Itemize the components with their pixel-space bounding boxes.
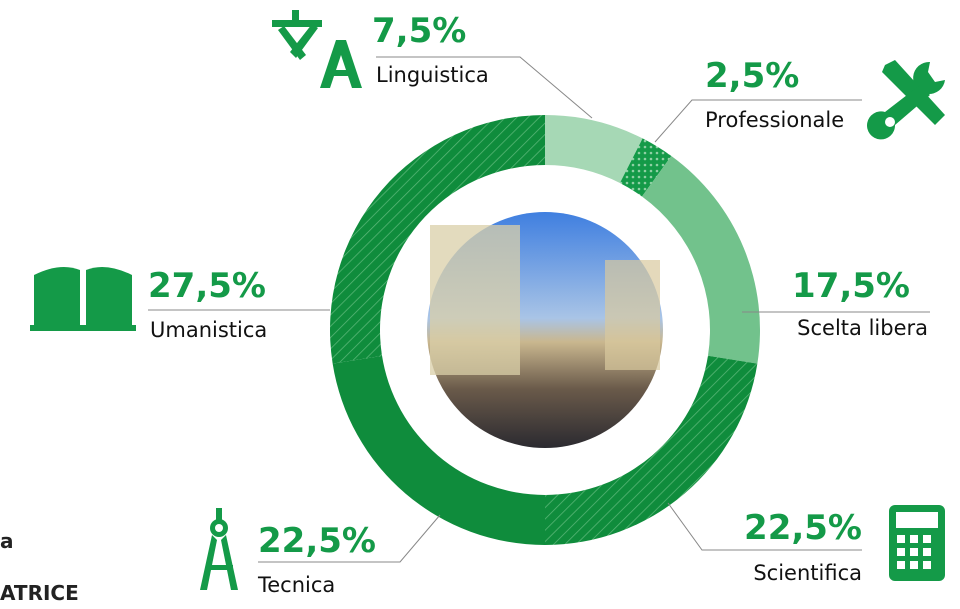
category-label: Umanistica bbox=[150, 318, 267, 342]
category-label: Scientifica bbox=[753, 561, 862, 585]
photo-building bbox=[605, 260, 660, 370]
category-label: Professionale bbox=[705, 108, 844, 132]
value-label: 2,5% bbox=[705, 56, 799, 96]
icon-calculator bbox=[889, 505, 945, 581]
corner-text: ATRICE bbox=[0, 581, 79, 605]
corner-text: a bbox=[0, 529, 14, 553]
icon-compass bbox=[200, 508, 238, 590]
category-label: Tecnica bbox=[257, 573, 335, 597]
value-label: 7,5% bbox=[372, 11, 466, 51]
photo-building bbox=[430, 225, 520, 375]
icon-translate bbox=[272, 10, 362, 88]
icon-book bbox=[30, 267, 136, 331]
category-label: Linguistica bbox=[376, 63, 489, 87]
value-label: 22,5% bbox=[744, 508, 862, 548]
value-label: 22,5% bbox=[258, 521, 376, 561]
category-label: Scelta libera bbox=[797, 316, 928, 340]
value-label: 27,5% bbox=[148, 266, 266, 306]
chart: a ATRICE 7,5% Linguistica 2,5% Professional… bbox=[0, 0, 960, 609]
value-label: 17,5% bbox=[792, 266, 910, 306]
icon-tools bbox=[867, 60, 945, 139]
